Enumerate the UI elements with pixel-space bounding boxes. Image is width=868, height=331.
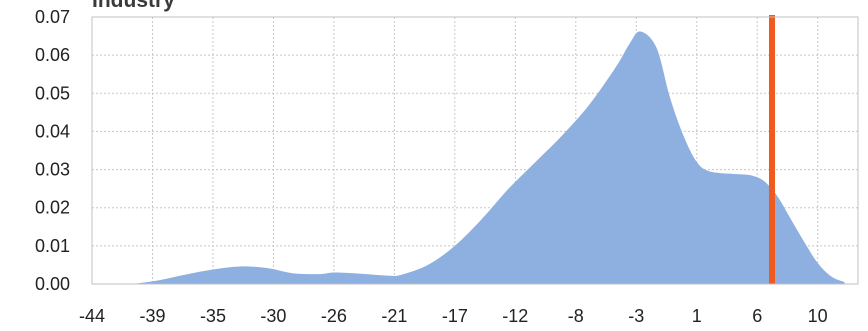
y-tick-label: 0.04	[35, 121, 70, 141]
plot-frame	[91, 16, 859, 285]
x-tick-label: -39	[139, 306, 165, 326]
y-tick-label: 0.05	[35, 83, 70, 103]
x-tick-label: -30	[260, 306, 286, 326]
y-tick-label: 0.01	[35, 236, 70, 256]
x-axis-ticks: -44 -39 -35 -30 -26 -21 -17 -12 -8 -3 1 6 10	[79, 306, 828, 326]
x-tick-label: -21	[381, 306, 407, 326]
chart-title: Industry	[92, 0, 175, 12]
x-tick-label: -17	[442, 306, 468, 326]
y-tick-label: 0.06	[35, 45, 70, 65]
y-tick-label: 0.02	[35, 198, 70, 218]
y-tick-label: 0.03	[35, 160, 70, 180]
x-tick-label: -8	[568, 306, 584, 326]
x-tick-label: -12	[502, 306, 528, 326]
density-area	[132, 31, 845, 285]
y-tick-label: 0.07	[35, 7, 70, 27]
x-tick-label: -3	[628, 306, 644, 326]
x-tick-label: -44	[79, 306, 105, 326]
y-axis-ticks: 0.00 0.01 0.02 0.03 0.04 0.05 0.06 0.07	[35, 7, 70, 294]
plot-area	[132, 31, 845, 285]
x-tick-label: 1	[692, 306, 702, 326]
x-tick-label: 6	[752, 306, 762, 326]
y-tick-label: 0.00	[35, 274, 70, 294]
x-tick-label: -35	[200, 306, 226, 326]
x-tick-label: 10	[808, 306, 828, 326]
x-tick-label: -26	[321, 306, 347, 326]
